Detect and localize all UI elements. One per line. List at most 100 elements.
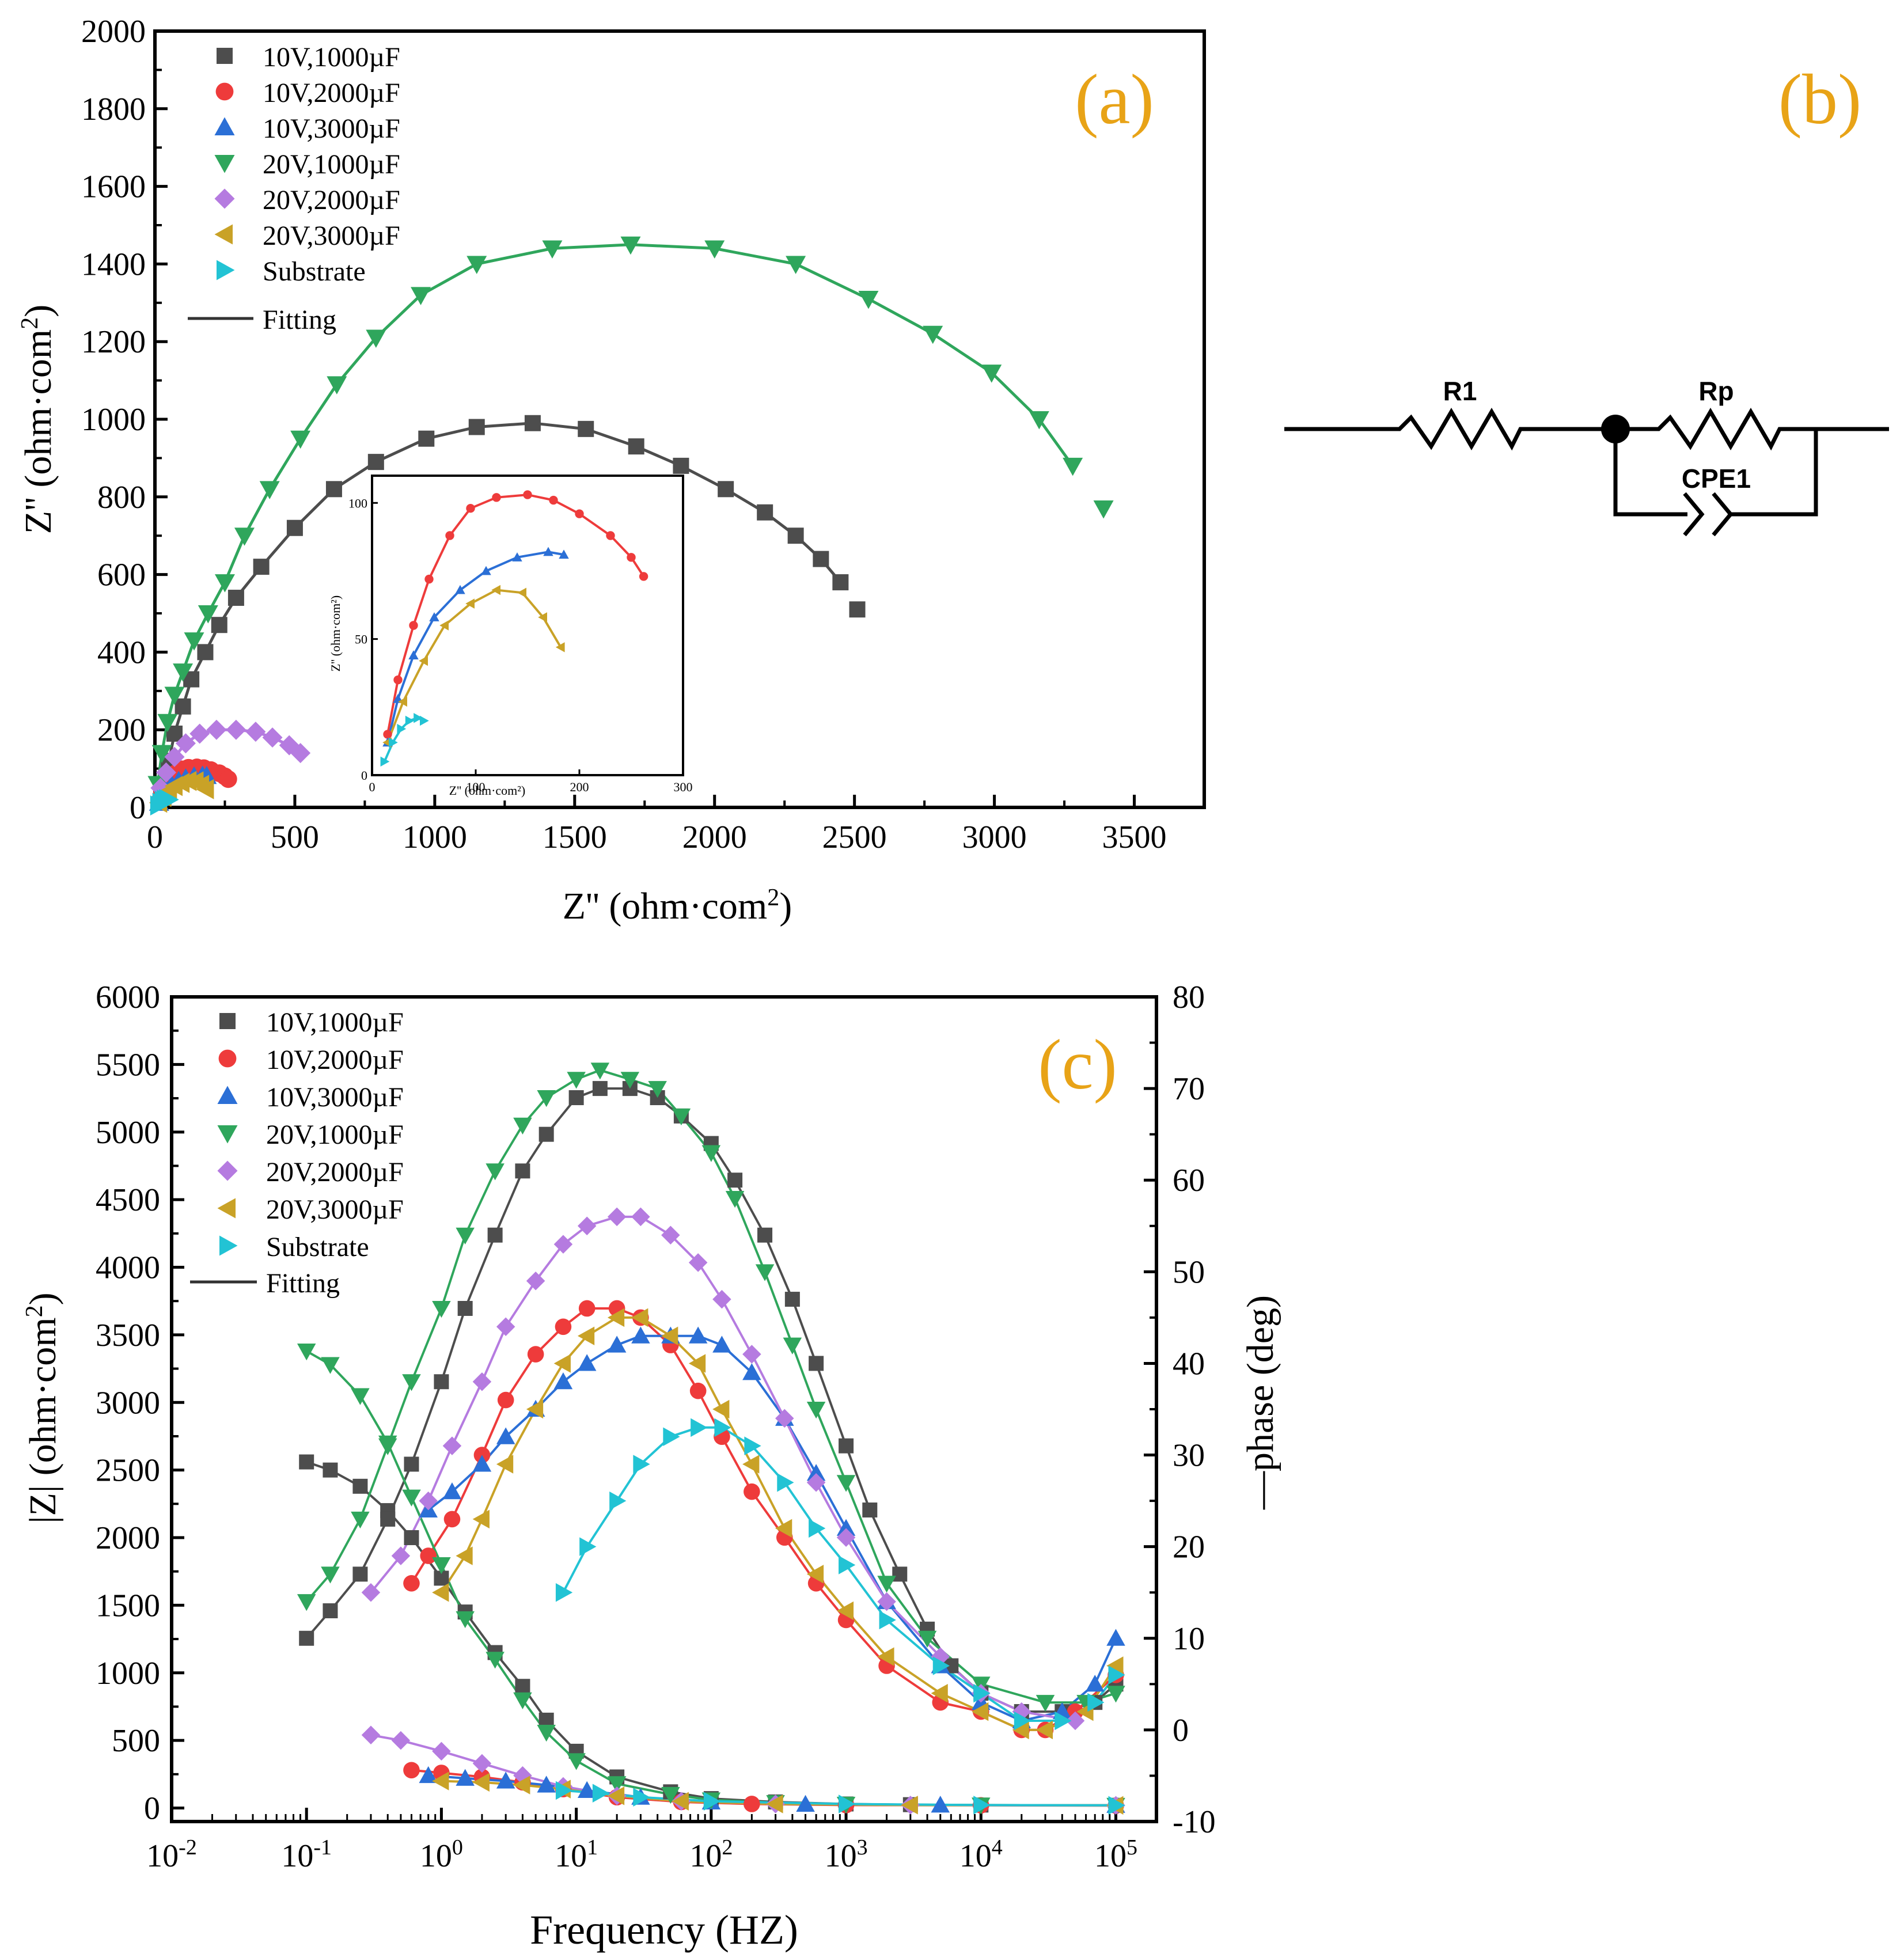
phase-point-10v-3000-f xyxy=(553,1372,573,1390)
point-20v-1000-f xyxy=(923,325,943,344)
phase-point-20v-1000-f xyxy=(590,1063,610,1080)
phase-point-substrate xyxy=(579,1537,597,1556)
phase-point-substrate xyxy=(714,1418,731,1437)
cpe1-plate-left xyxy=(1683,492,1705,537)
inset-point-10v-2000-f xyxy=(409,621,418,630)
phase-point-20v-3000-f xyxy=(456,1546,473,1565)
point-20v-1000-f xyxy=(198,605,218,624)
point-20v-1000-f xyxy=(786,256,806,274)
point-10v-1000-f xyxy=(175,698,191,715)
legend-marker-20v-3000-f xyxy=(217,1198,236,1219)
phase-point-20v-3000-f xyxy=(631,1308,648,1327)
phase-point-20v-1000-f xyxy=(755,1264,775,1281)
panel-c-fit-lines xyxy=(305,1069,1117,1807)
x-tick-label: 100 xyxy=(420,1835,463,1874)
inset-point-substrate xyxy=(405,715,415,726)
inset-point-10v-3000-f xyxy=(408,650,419,659)
phase-point-20v-2000-f xyxy=(661,1225,680,1245)
legend-marker-10v-1000-f xyxy=(217,48,233,64)
x-tick-label: 0 xyxy=(147,819,163,855)
phase-point-20v-2000-f xyxy=(391,1546,411,1565)
x-tick-label: 3500 xyxy=(1102,819,1167,855)
legend-label-20v-1000-f: 20V,1000µF xyxy=(263,149,400,180)
point-20v-1000-f xyxy=(157,714,178,733)
phase-point-substrate xyxy=(1108,1665,1125,1684)
phase-point-20v-2000-f xyxy=(526,1271,545,1291)
phase-point-20v-2000-f xyxy=(472,1372,492,1391)
point-20v-2000-f xyxy=(155,762,176,783)
x-tick-label: 2500 xyxy=(822,819,887,855)
inset-y-tick-label: 50 xyxy=(355,632,367,647)
phase-point-10v-1000-f xyxy=(892,1566,908,1582)
panel-b-label: (b) xyxy=(1778,60,1862,139)
point-10v-1000-f xyxy=(367,454,384,471)
legend-label-fitting: Fitting xyxy=(263,305,336,335)
legend-marker-10v-3000-f xyxy=(217,1086,238,1104)
x-tick-label: 1000 xyxy=(403,819,467,855)
phase-point-substrate xyxy=(1087,1693,1105,1712)
phase-point-10v-1000-f xyxy=(757,1227,773,1243)
inset-y-tick-label: 0 xyxy=(361,768,367,783)
phase-point-20v-1000-f xyxy=(648,1081,667,1098)
impedance-point-20v-1000-f xyxy=(297,1344,316,1361)
point-20v-2000-f xyxy=(164,746,185,767)
legend-label-10v-3000-f: 10V,3000µF xyxy=(266,1082,404,1113)
point-20v-3000-f xyxy=(195,779,214,799)
impedance-point-substrate xyxy=(633,1788,650,1807)
y-tick-label: 4000 xyxy=(96,1250,160,1286)
point-10v-1000-f xyxy=(325,481,342,498)
phase-point-20v-1000-f xyxy=(877,1576,896,1593)
y-tick-label: 1200 xyxy=(81,324,146,360)
phase-point-10v-1000-f xyxy=(434,1374,449,1390)
phase-point-20v-2000-f xyxy=(553,1235,573,1254)
inset-point-10v-3000-f xyxy=(512,552,522,561)
phase-point-20v-1000-f xyxy=(351,1511,370,1529)
phase-point-20v-1000-f xyxy=(783,1337,802,1354)
impedance-point-20v-2000-f xyxy=(472,1754,492,1773)
phase-point-20v-2000-f xyxy=(496,1317,515,1337)
legend-marker-20v-1000-f xyxy=(217,1125,238,1144)
phase-point-20v-1000-f xyxy=(567,1072,586,1089)
phase-point-10v-1000-f xyxy=(352,1566,368,1582)
point-10v-1000-f xyxy=(787,528,804,544)
y-tick-label: 0 xyxy=(130,790,146,826)
inset-point-10v-2000-f xyxy=(424,574,434,584)
point-20v-1000-f xyxy=(214,574,235,593)
impedance-point-20v-2000-f xyxy=(391,1731,411,1750)
phase-point-20v-3000-f xyxy=(553,1354,571,1373)
point-10v-1000-f xyxy=(197,644,214,661)
inset-point-20v-3000-f xyxy=(491,585,500,595)
y-tick-label: 2000 xyxy=(96,1520,160,1556)
x-tick-label: 3000 xyxy=(962,819,1027,855)
inset-point-10v-2000-f xyxy=(445,531,454,540)
phase-point-10v-2000-f xyxy=(497,1391,514,1409)
legend-marker-substrate xyxy=(217,260,235,280)
legend-marker-10v-3000-f xyxy=(214,117,235,135)
legend-marker-20v-2000-f xyxy=(217,1160,238,1181)
inset-x-tick-label: 200 xyxy=(570,780,589,794)
phase-point-10v-2000-f xyxy=(555,1318,572,1335)
point-20v-2000-f xyxy=(206,719,227,740)
x-tick-label: 105 xyxy=(1094,1835,1137,1874)
legend-label-20v-2000-f: 20V,2000µF xyxy=(266,1157,404,1187)
phase-point-20v-3000-f xyxy=(775,1519,792,1538)
impedance-point-10v-3000-f xyxy=(577,1781,597,1799)
phase-point-20v-1000-f xyxy=(806,1402,826,1419)
inset-point-10v-2000-f xyxy=(466,504,475,513)
point-20v-1000-f xyxy=(542,240,563,259)
phase-point-20v-3000-f xyxy=(577,1326,595,1345)
impedance-point-20v-2000-f xyxy=(361,1725,381,1745)
impedance-point-10v-1000-f xyxy=(404,1530,419,1546)
impedance-point-10v-2000-f xyxy=(744,1796,760,1812)
point-20v-2000-f xyxy=(290,743,311,764)
legend-label-substrate: Substrate xyxy=(263,256,366,287)
inset-point-10v-2000-f xyxy=(549,495,558,505)
y2-tick-label: 60 xyxy=(1173,1163,1205,1198)
phase-point-substrate xyxy=(609,1491,627,1511)
inset-point-10v-3000-f xyxy=(481,566,491,575)
y-tick-label: 1400 xyxy=(81,246,146,282)
x-tick-label: 2000 xyxy=(682,819,747,855)
impedance-point-10v-1000-f xyxy=(323,1462,338,1478)
inset-point-10v-3000-f xyxy=(543,547,553,556)
cpe-wire-right xyxy=(1728,429,1818,517)
